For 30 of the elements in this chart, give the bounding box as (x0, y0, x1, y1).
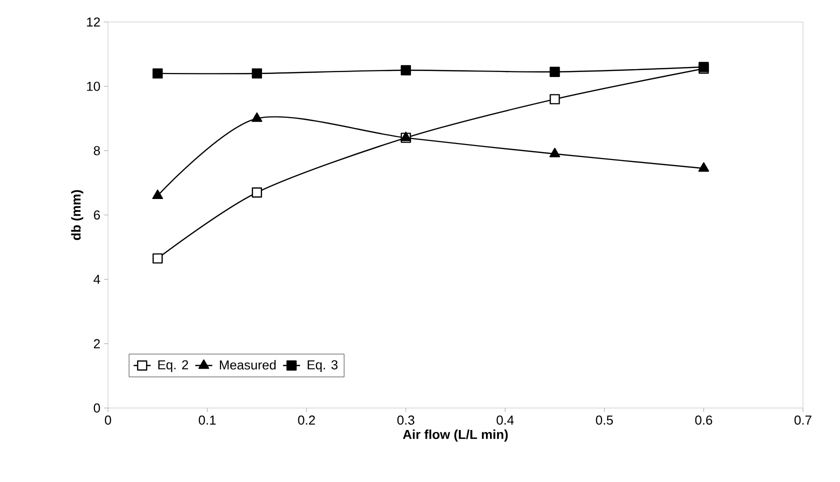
y-tick-label: 10 (87, 82, 100, 91)
point (550, 66, 560, 77)
x-tick-label: 0.4 (496, 416, 514, 425)
point (549, 148, 560, 158)
x-axis-title: Air flow (L/L min) (402, 430, 508, 442)
point (252, 187, 262, 198)
point (252, 112, 262, 122)
legend-label: Measured (220, 360, 276, 370)
point (698, 162, 710, 172)
x-tick-label: 0.1 (198, 416, 216, 425)
legend-label: Eq. 3 (308, 360, 338, 372)
x-tick-label: 0.3 (397, 416, 414, 425)
y-tick-label: 6 (94, 210, 100, 220)
x-tick-label: 0.7 (794, 416, 812, 425)
point (152, 68, 163, 79)
x-tick-label: 0.5 (596, 416, 613, 425)
y-tick-label: 8 (94, 146, 100, 156)
point (252, 68, 262, 79)
point (550, 94, 560, 104)
x-tick-label: 0 (104, 416, 112, 425)
y-tick-label: 12 (87, 17, 100, 27)
y-tick-label: 4 (94, 274, 100, 284)
y-tick-label: 0 (94, 403, 100, 413)
legend-label: Eq. 2 (158, 360, 188, 372)
y-axis-title: db (mm) (71, 190, 84, 240)
point (400, 65, 411, 76)
point (152, 190, 164, 200)
x-tick-label: 0.2 (298, 416, 315, 425)
x-tick-label: 0.6 (695, 416, 712, 425)
y-tick-label: 2 (94, 339, 100, 348)
